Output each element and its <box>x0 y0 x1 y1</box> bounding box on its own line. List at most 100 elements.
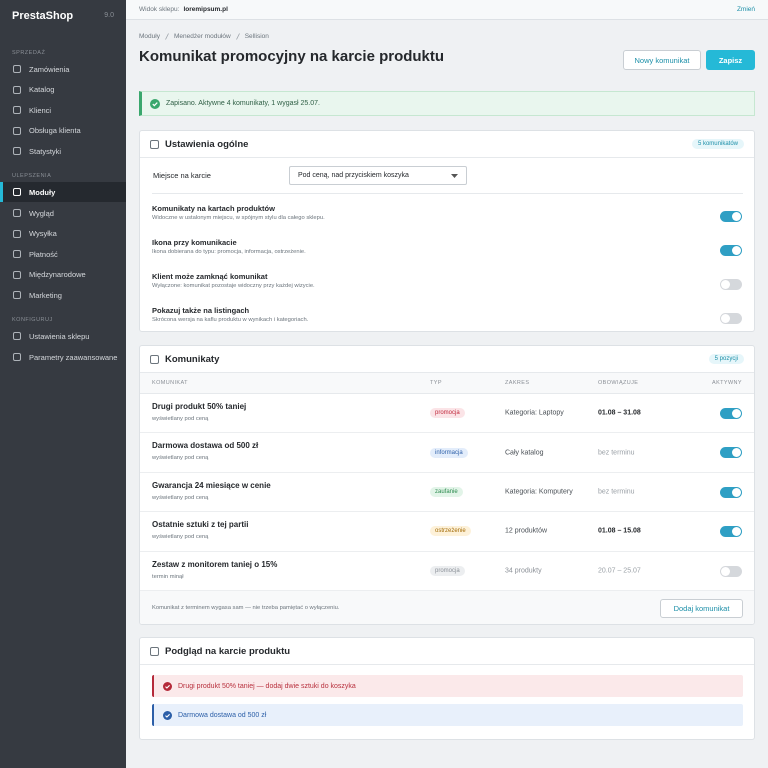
dates: 20.07 – 25.07 <box>598 567 641 575</box>
type-badge: zaufanie <box>430 486 463 497</box>
type-badge: promocja <box>430 408 465 419</box>
toggle[interactable] <box>720 279 742 290</box>
table-row: Darmowa dostawa od 500 zł wyświetlany pod… <box>140 433 754 473</box>
card-icon <box>150 139 159 149</box>
toggle[interactable] <box>720 313 742 324</box>
nav-label: Statystyki <box>29 146 62 156</box>
card-header: Komunikaty 5 pozycji <box>140 346 754 373</box>
toggle[interactable] <box>720 565 742 577</box>
messages-card: Komunikaty 5 pozycji KOMUNIKAT TYP ZAKRES OB… <box>139 345 755 625</box>
save-button[interactable]: Zapisz <box>706 50 755 70</box>
table-footer: Komunikat z terminem wygasa sam — nie tr… <box>140 590 754 624</box>
separator <box>235 33 240 40</box>
nav-label: Katalog <box>29 85 55 95</box>
nav-item[interactable]: Wygląd <box>0 203 126 223</box>
nav-icon <box>13 291 21 300</box>
select-arrow <box>451 174 458 178</box>
table-row: Zestaw z monitorem taniej o 15% termin mi… <box>140 552 754 591</box>
nav-item[interactable]: Klienci <box>0 100 126 120</box>
nav-item[interactable]: Wysyłka <box>0 224 126 244</box>
alert-text: Zapisano. Aktywne 4 komunikaty, 1 wygasł… <box>166 100 320 107</box>
table-row: Gwarancja 24 miesiące w cenie wyświetlany… <box>140 473 754 513</box>
nav-item[interactable]: Międzynarodowe <box>0 265 126 285</box>
breadcrumb-item[interactable]: Moduły <box>139 33 160 40</box>
sidebar: PrestaShop 9.0 SPRZEDAŻ Zamówienia Katalog… <box>0 0 126 768</box>
preview-icon <box>163 681 172 691</box>
preview-message: Darmowa dostawa od 500 zł <box>152 704 743 726</box>
toggle[interactable] <box>720 526 742 538</box>
dates: 01.08 – 15.08 <box>598 527 641 535</box>
nav-icon <box>13 126 21 135</box>
message-sub: termin minął <box>152 573 184 580</box>
nav-label: Wysyłka <box>29 229 57 239</box>
column-header: OBOWIĄZUJE <box>598 380 639 386</box>
change-link[interactable]: Zmień <box>736 6 755 13</box>
scope: Cały katalog <box>505 449 544 457</box>
nav-label: Klienci <box>29 105 52 115</box>
scope: Kategoria: Komputery <box>505 488 573 496</box>
nav-label: Obsługa klienta <box>29 126 81 136</box>
toggle[interactable] <box>720 211 742 222</box>
nav-icon <box>13 188 21 197</box>
column-header: TYP <box>430 380 442 386</box>
option-title: Komunikaty na kartach produktów <box>152 204 275 213</box>
nav-icon <box>13 209 21 217</box>
breadcrumb-item[interactable]: Menedżer modułów <box>173 33 231 40</box>
nav-item[interactable]: Moduły <box>0 182 126 203</box>
card-icon <box>150 354 159 364</box>
shop-label: Widok sklepu: <box>139 6 180 13</box>
add-button[interactable]: Dodaj komunikat <box>660 599 743 618</box>
section-heading: SPRZEDAŻ <box>12 50 46 56</box>
preview-text: Darmowa dostawa od 500 zł <box>178 711 267 719</box>
settings-card: Ustawienia ogólne 5 komunikatów Miejsce n… <box>139 130 755 332</box>
section-heading: KONFIGURUJ <box>12 317 53 324</box>
new-button[interactable]: Nowy komunikat <box>623 50 701 70</box>
option-title: Ikona przy komunikacie <box>152 238 237 247</box>
toggle[interactable] <box>720 245 742 256</box>
nav-item[interactable]: Katalog <box>0 80 126 100</box>
option-title: Pokazuj także na listingach <box>152 306 250 315</box>
success-alert: Zapisano. Aktywne 4 komunikaty, 1 wygasł… <box>139 91 755 116</box>
nav-icon <box>13 250 21 259</box>
nav-icon <box>13 147 21 156</box>
table-row: Ostatnie sztuki z tej partii wyświetlany … <box>140 512 754 552</box>
type-badge: informacja <box>430 447 468 458</box>
preview-message: Drugi produkt 50% taniej — dodaj dwie sz… <box>152 675 743 697</box>
nav-item[interactable]: Statystyki <box>0 141 126 161</box>
nav-icon <box>13 85 21 94</box>
dates: bez terminu <box>598 488 635 496</box>
nav-label: Ustawienia sklepu <box>29 331 90 341</box>
nav-item[interactable]: Parametry zaawansowane <box>0 347 126 367</box>
nav-label: Międzynarodowe <box>29 270 86 280</box>
shop-link[interactable]: loremipsum.pl <box>183 6 228 13</box>
toggle[interactable] <box>720 447 742 459</box>
nav-label: Płatność <box>29 249 58 259</box>
dates: 01.08 – 31.08 <box>598 409 641 417</box>
nav-item[interactable]: Ustawienia sklepu <box>0 326 126 346</box>
nav-label: Marketing <box>29 290 62 300</box>
preview-icon <box>163 710 172 720</box>
nav-label: Wygląd <box>29 208 54 218</box>
toggle[interactable] <box>720 486 742 498</box>
nav-label: Parametry zaawansowane <box>29 352 118 362</box>
preview-card: Podgląd na karcie produktu Drugi produkt… <box>139 637 755 740</box>
field-label: Miejsce na karcie <box>153 171 211 180</box>
table-header: KOMUNIKAT TYP ZAKRES OBOWIĄZUJE AKTYWNY <box>140 373 754 394</box>
card-header: Podgląd na karcie produktu <box>140 638 754 665</box>
breadcrumb: Moduły Menedżer modułów Sellision <box>139 33 269 40</box>
message-title: Darmowa dostawa od 500 zł <box>152 441 259 451</box>
nav-item[interactable]: Zamówienia <box>0 59 126 79</box>
nav-item[interactable]: Marketing <box>0 285 126 305</box>
nav-item[interactable]: Płatność <box>0 244 126 264</box>
footer-note: Komunikat z terminem wygasa sam — nie tr… <box>152 605 340 611</box>
nav-item[interactable]: Obsługa klienta <box>0 121 126 141</box>
message-sub: wyświetlany pod ceną <box>152 455 209 462</box>
message-title: Drugi produkt 50% taniej <box>152 402 247 411</box>
topbar: Widok sklepu: loremipsum.pl Zmień <box>126 0 768 20</box>
card-header: Ustawienia ogólne 5 komunikatów <box>140 131 754 158</box>
placement-select[interactable]: Pod ceną, nad przyciskiem koszyka <box>289 166 467 185</box>
toggle[interactable] <box>720 408 742 419</box>
message-title: Ostatnie sztuki z tej partii <box>152 520 249 530</box>
scope: Kategoria: Laptopy <box>505 409 564 417</box>
